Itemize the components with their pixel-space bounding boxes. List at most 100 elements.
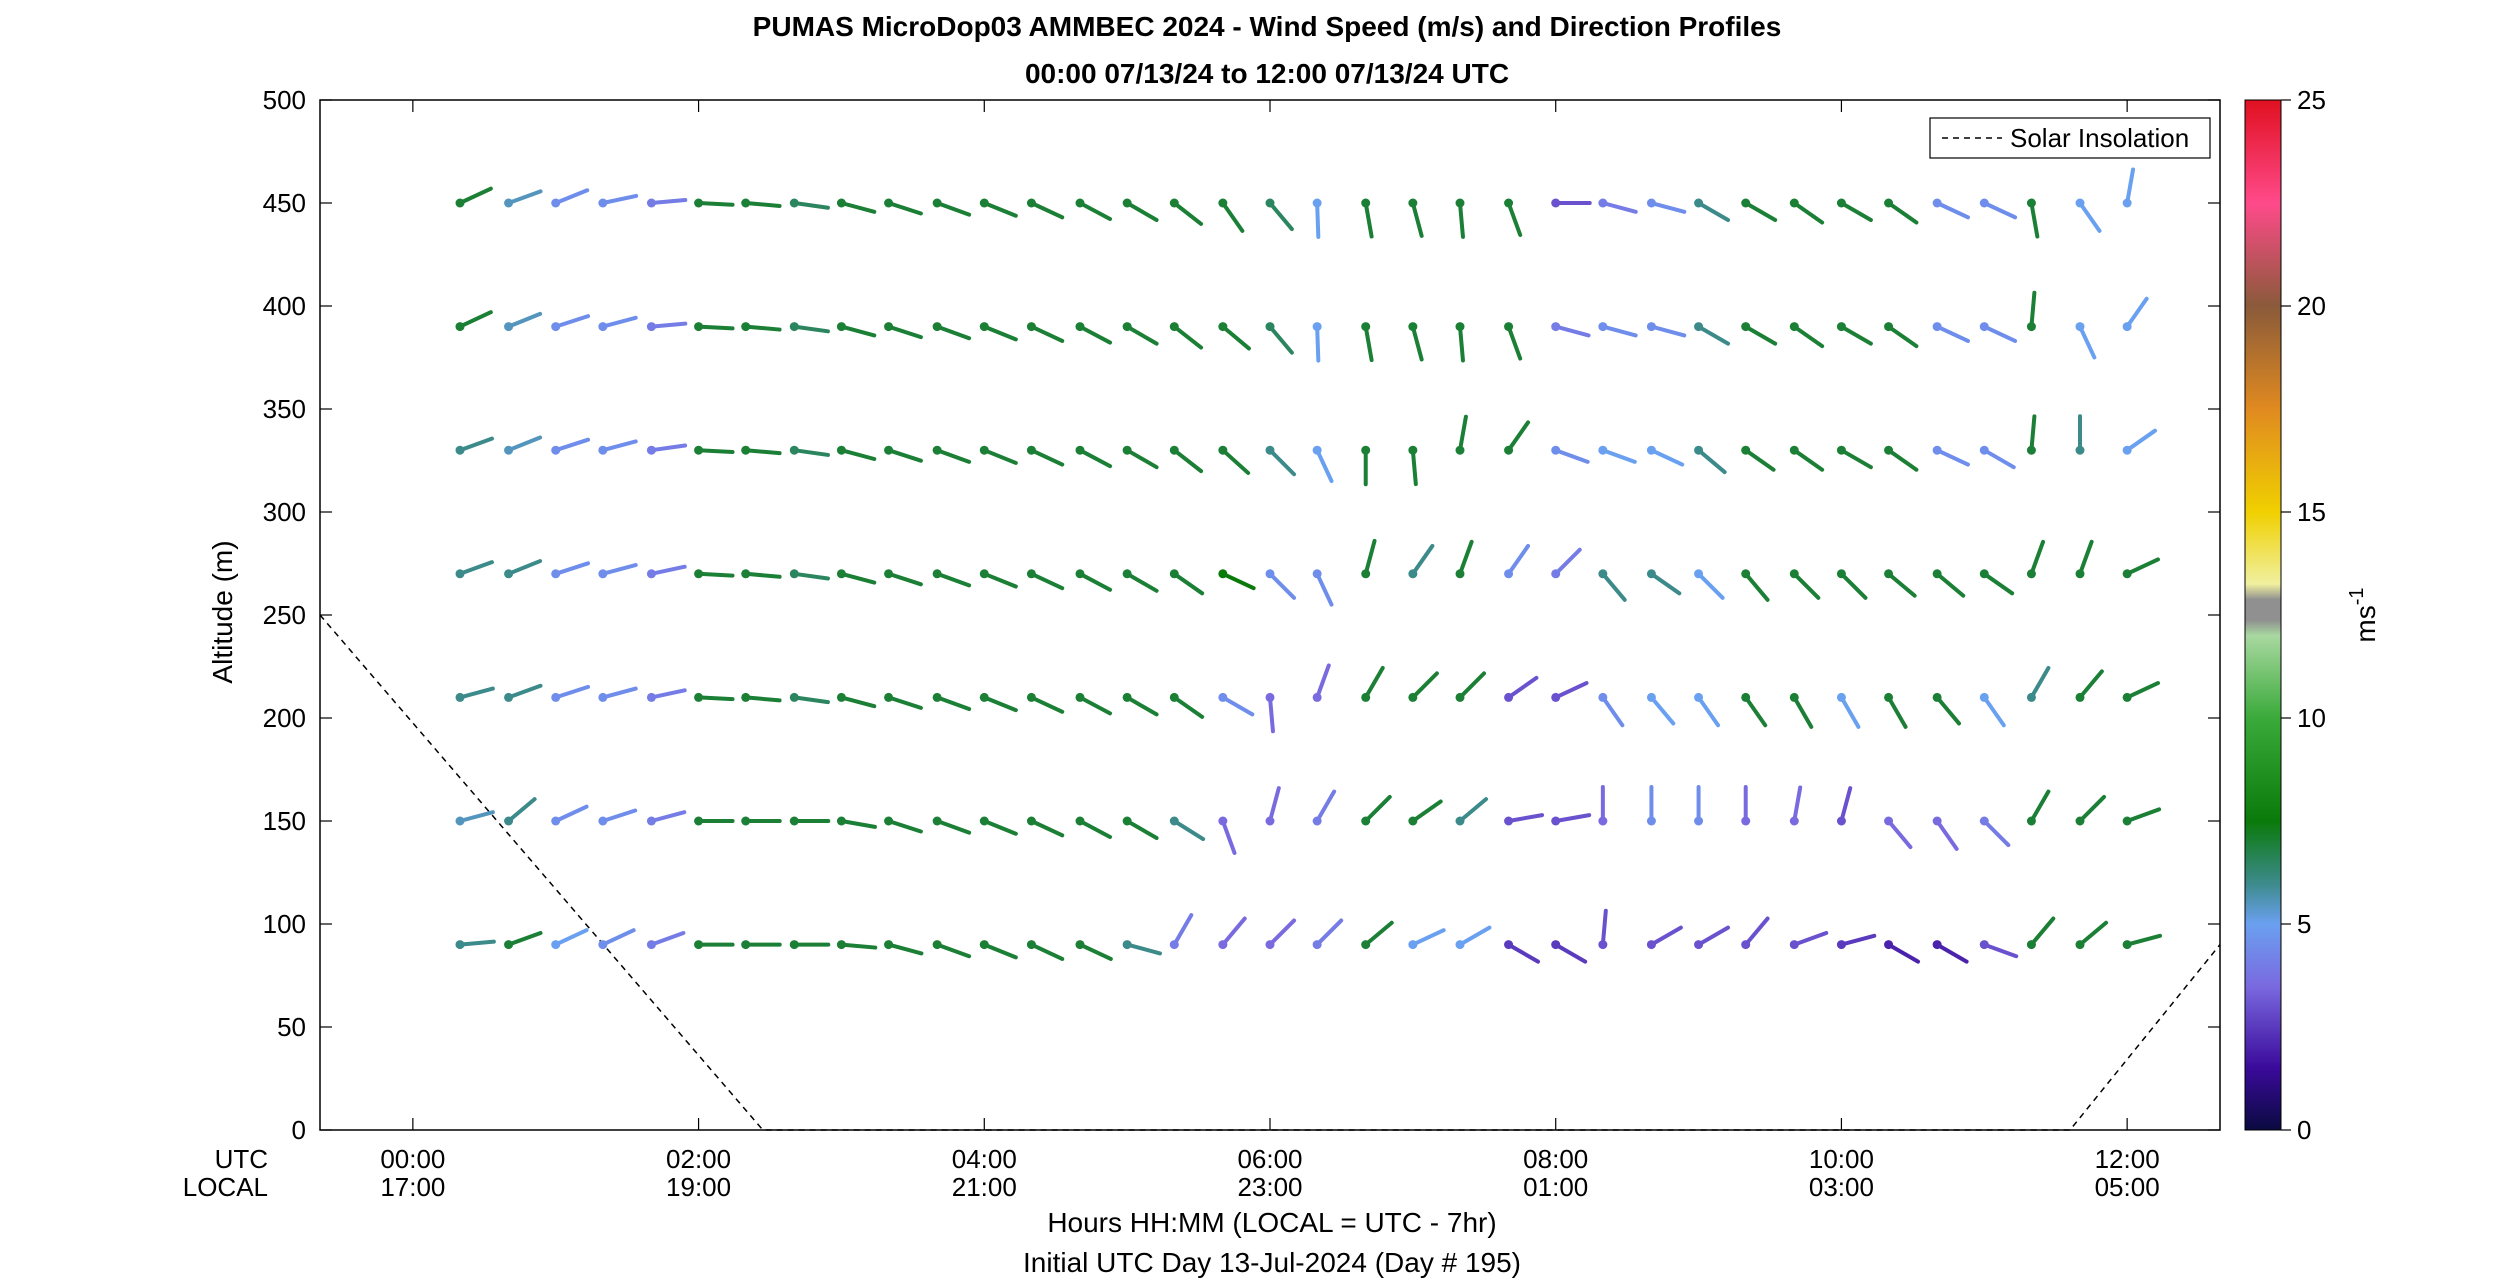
wind-barb-dot bbox=[504, 198, 514, 208]
wind-barb-shaft bbox=[935, 324, 972, 341]
wind-barb-dot bbox=[1551, 445, 1561, 455]
wind-barb-shaft bbox=[1172, 201, 1204, 226]
wind-barb-dot bbox=[1551, 692, 1561, 702]
wind-barb-dot bbox=[1789, 816, 1799, 826]
wind-barb-dot bbox=[2075, 692, 2085, 702]
wind-barb-shaft bbox=[1649, 324, 1687, 338]
wind-barb-dot bbox=[694, 692, 704, 702]
wind-barb-shaft bbox=[696, 201, 735, 207]
wind-barb-dot bbox=[2122, 940, 2132, 950]
colorbar-tick-label: 10 bbox=[2297, 703, 2326, 733]
wind-barb-shaft bbox=[1410, 543, 1435, 576]
colorbar-unit: ms bbox=[2350, 605, 2381, 642]
wind-barb-shaft bbox=[458, 310, 493, 329]
wind-barb-dot bbox=[1646, 569, 1656, 579]
wind-barb-dot bbox=[1218, 198, 1228, 208]
wind-barb-dot bbox=[1169, 198, 1179, 208]
wind-barb-dot bbox=[694, 322, 704, 332]
wind-barb-dot bbox=[1598, 940, 1608, 950]
wind-barb-dot bbox=[455, 322, 465, 332]
wind-barb-dot bbox=[1551, 940, 1561, 950]
wind-barb-shaft bbox=[1600, 324, 1638, 338]
wind-barb-dot bbox=[1884, 322, 1894, 332]
wind-barb-dot bbox=[1455, 940, 1465, 950]
wind-barb-dot bbox=[1504, 816, 1514, 826]
wind-barb-dot bbox=[932, 569, 942, 579]
wind-barb-shaft bbox=[649, 930, 686, 947]
wind-barb-dot bbox=[1979, 322, 1989, 332]
wind-barb-shaft bbox=[1982, 695, 2006, 728]
wind-barb-dot bbox=[1408, 569, 1418, 579]
wind-barb-shaft bbox=[506, 311, 543, 329]
wind-barb-shaft bbox=[1935, 571, 1966, 598]
wind-barb-dot bbox=[1979, 569, 1989, 579]
x-tick-label-local: 23:00 bbox=[1237, 1172, 1302, 1202]
wind-barb-shaft bbox=[1078, 819, 1113, 839]
wind-barb-shaft bbox=[2125, 933, 2162, 947]
wind-barb-shaft bbox=[1743, 201, 1778, 222]
wind-barb-dot bbox=[551, 569, 561, 579]
wind-barb-dot bbox=[1932, 322, 1942, 332]
wind-barb-dot bbox=[884, 322, 894, 332]
wind-barb-shaft bbox=[1363, 920, 1394, 947]
wind-barb-dot bbox=[598, 322, 608, 332]
wind-barb-shaft bbox=[982, 819, 1018, 836]
wind-barb-dot bbox=[1218, 816, 1228, 826]
wind-barb-shaft bbox=[839, 324, 877, 338]
wind-barb-dot bbox=[1836, 198, 1846, 208]
wind-barb-shaft bbox=[1220, 324, 1251, 351]
wind-barb-shaft bbox=[935, 695, 972, 712]
wind-barb-shaft bbox=[1078, 324, 1113, 345]
wind-barb-shaft bbox=[600, 686, 638, 700]
wind-barb-dot bbox=[1646, 322, 1656, 332]
wind-barb-shaft bbox=[1839, 448, 1873, 470]
wind-barb-shaft bbox=[1078, 201, 1113, 221]
wind-barb-dot bbox=[836, 569, 846, 579]
wind-barb-dot bbox=[1122, 569, 1132, 579]
wind-barb-dot bbox=[741, 816, 751, 826]
wind-barb-shaft bbox=[1743, 448, 1776, 472]
wind-barb-shaft bbox=[1839, 571, 1868, 600]
wind-barb-dot bbox=[1312, 816, 1322, 826]
wind-barb-shaft bbox=[458, 436, 494, 453]
wind-barb-dot bbox=[789, 692, 799, 702]
wind-barb-dot bbox=[646, 569, 656, 579]
x-tick-label-utc: 12:00 bbox=[2095, 1144, 2160, 1174]
wind-barb-shaft bbox=[1600, 695, 1625, 728]
wind-barb-shaft bbox=[886, 695, 923, 710]
wind-barb-dot bbox=[2122, 445, 2132, 455]
colorbar-unit-exponent: -1 bbox=[2346, 587, 2368, 605]
wind-barb-dot bbox=[1169, 569, 1179, 579]
wind-barb-shaft bbox=[935, 201, 972, 217]
wind-barb-shaft bbox=[1172, 571, 1205, 596]
wind-barb-dot bbox=[1789, 692, 1799, 702]
wind-barb-shaft bbox=[1029, 201, 1065, 220]
wind-barb-shaft bbox=[600, 315, 638, 329]
wind-barb-dot bbox=[1836, 322, 1846, 332]
wind-barb-shaft bbox=[1125, 942, 1162, 956]
wind-barb-dot bbox=[1884, 692, 1894, 702]
wind-barb-shaft bbox=[1458, 201, 1465, 239]
wind-barb-dot bbox=[741, 692, 751, 702]
wind-barb-dot bbox=[598, 445, 608, 455]
wind-barb-shaft bbox=[1935, 201, 1970, 220]
wind-barb-shaft bbox=[1315, 324, 1321, 363]
x-tick-label-utc: 00:00 bbox=[380, 1144, 445, 1174]
wind-barb-dot bbox=[1836, 445, 1846, 455]
wind-barb-dot bbox=[646, 816, 656, 826]
wind-barb-dot bbox=[1455, 198, 1465, 208]
x-tick-label-local: 17:00 bbox=[380, 1172, 445, 1202]
wind-barb-dot bbox=[551, 692, 561, 702]
wind-barb-shaft bbox=[506, 930, 543, 947]
legend-entry-solar-insolation: Solar Insolation bbox=[2010, 123, 2189, 153]
wind-barb-shaft bbox=[1553, 813, 1592, 823]
wind-barb-shaft bbox=[1078, 448, 1113, 469]
wind-barb-dot bbox=[1455, 445, 1465, 455]
wind-barb-dot bbox=[1836, 940, 1846, 950]
wind-barb-shaft bbox=[1935, 448, 1970, 467]
wind-barb-dot bbox=[1075, 816, 1085, 826]
wind-barb-dot bbox=[1265, 940, 1275, 950]
wind-barb-dot bbox=[1265, 198, 1275, 208]
wind-barb-shaft bbox=[1886, 695, 1908, 729]
wind-barb-dot bbox=[789, 445, 799, 455]
